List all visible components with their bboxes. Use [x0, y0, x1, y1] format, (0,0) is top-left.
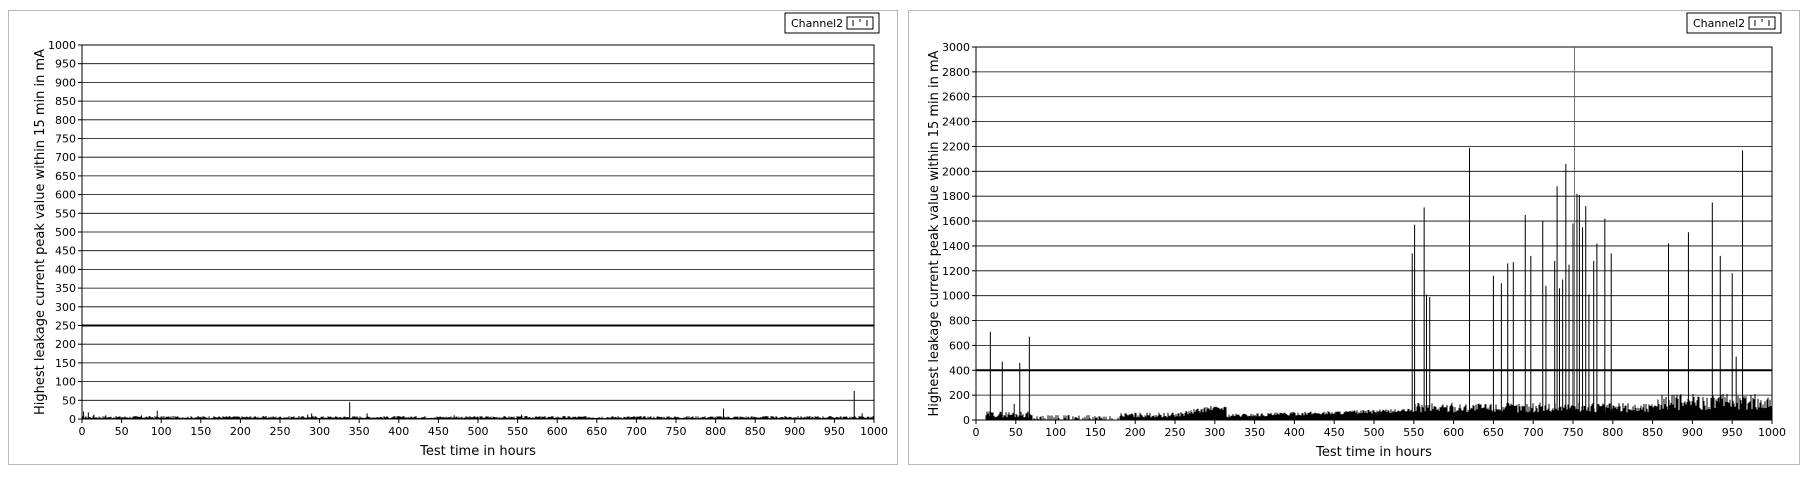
y-axis-title: Highest leakage current peak value withi…	[33, 49, 48, 415]
x-tick-label: 400	[388, 425, 409, 438]
y-tick-label: 400	[55, 263, 76, 276]
y-tick-label: 150	[55, 357, 76, 370]
y-tick-label: 650	[55, 170, 76, 183]
legend: Channel2	[784, 12, 880, 34]
y-tick-label: 2200	[942, 140, 970, 153]
y-axis-title: Highest leakage current peak value withi…	[927, 50, 942, 416]
y-tick-label: 1200	[942, 265, 970, 278]
x-tick-label: 200	[230, 425, 251, 438]
y-tick-label: 200	[949, 389, 970, 402]
y-tick-label: 1400	[942, 240, 970, 253]
y-tick-label: 600	[949, 339, 970, 352]
x-tick-label: 550	[1403, 426, 1424, 439]
y-tick-label: 200	[55, 338, 76, 351]
x-tick-label: 550	[507, 425, 528, 438]
x-tick-label: 0	[79, 425, 86, 438]
x-tick-label: 350	[349, 425, 370, 438]
y-tick-label: 1000	[48, 39, 76, 52]
y-tick-label: 800	[949, 315, 970, 328]
y-tick-label: 750	[55, 133, 76, 146]
x-tick-label: 750	[666, 425, 687, 438]
y-tick-label: 2600	[942, 91, 970, 104]
y-tick-label: 800	[55, 114, 76, 127]
legend-swatch	[1748, 16, 1776, 30]
x-tick-label: 600	[1443, 426, 1464, 439]
x-tick-label: 650	[586, 425, 607, 438]
x-tick-label: 100	[151, 425, 172, 438]
x-tick-label: 200	[1125, 426, 1146, 439]
chart-panel-right: 0 200 400 600 800 1000 1200 1400 1600 1800 2000 220…	[908, 10, 1800, 465]
x-tick-label: 500	[1364, 426, 1385, 439]
x-tick-label: 250	[1165, 426, 1186, 439]
x-tick-label: 250	[270, 425, 291, 438]
y-tick-label: 300	[55, 301, 76, 314]
y-tick-label: 700	[55, 151, 76, 164]
x-tick-label: 700	[1523, 426, 1544, 439]
legend-swatch	[846, 16, 874, 30]
x-tick-label: 800	[705, 425, 726, 438]
x-tick-label: 900	[1682, 426, 1703, 439]
y-tick-label: 2400	[942, 116, 970, 129]
y-tick-label: 50	[62, 394, 76, 407]
leakage-chart-right: 0200400600800100012001400160018002000220…	[927, 12, 1786, 460]
x-tick-label: 50	[1009, 426, 1023, 439]
x-tick-label: 450	[428, 425, 449, 438]
x-tick-label: 600	[547, 425, 568, 438]
chart-panel-left: 0 50 100 150 200 250 300 350 400 450 500 550 600 650 7…	[8, 10, 898, 465]
y-tick-label: 550	[55, 207, 76, 220]
x-tick-label: 50	[115, 425, 129, 438]
y-tick-label: 900	[55, 76, 76, 89]
x-tick-label: 300	[309, 425, 330, 438]
x-tick-label: 450	[1324, 426, 1345, 439]
y-tick-label: 400	[949, 364, 970, 377]
x-tick-label: 850	[745, 425, 766, 438]
x-tick-label: 950	[824, 425, 845, 438]
x-tick-label: 800	[1602, 426, 1623, 439]
x-tick-label: 850	[1642, 426, 1663, 439]
y-tick-label: 1000	[942, 290, 970, 303]
y-tick-label: 250	[55, 320, 76, 333]
y-tick-label: 450	[55, 245, 76, 258]
x-tick-label: 650	[1483, 426, 1504, 439]
legend-entry-label: Channel2	[1693, 17, 1745, 30]
x-tick-label: 900	[784, 425, 805, 438]
x-axis-title: Test time in hours	[1315, 445, 1432, 460]
y-tick-label: 850	[55, 95, 76, 108]
y-tick-label: 350	[55, 282, 76, 295]
y-tick-label: 0	[963, 414, 970, 427]
x-tick-label: 700	[626, 425, 647, 438]
x-tick-label: 300	[1204, 426, 1225, 439]
x-tick-label: 500	[468, 425, 489, 438]
plot-area	[976, 47, 1772, 420]
baseline-noise-path	[985, 394, 1772, 420]
x-tick-label: 0	[973, 426, 980, 439]
y-tick-label: 100	[55, 376, 76, 389]
x-tick-label: 400	[1284, 426, 1305, 439]
x-tick-label: 350	[1244, 426, 1265, 439]
x-tick-label: 1000	[860, 425, 888, 438]
y-tick-label: 0	[69, 413, 76, 426]
leakage-chart-left: 0501001502002503003504004505005506006507…	[33, 12, 888, 459]
y-tick-label: 1800	[942, 190, 970, 203]
x-tick-label: 950	[1722, 426, 1743, 439]
legend-entry-label: Channel2	[791, 17, 843, 30]
baseline-noise	[985, 394, 1772, 420]
y-tick-label: 2800	[942, 66, 970, 79]
y-tick-label: 1600	[942, 215, 970, 228]
x-axis-title: Test time in hours	[419, 444, 536, 459]
legend: Channel2	[1686, 12, 1782, 34]
y-tick-label: 500	[55, 226, 76, 239]
y-tick-label: 3000	[942, 41, 970, 54]
x-tick-label: 750	[1563, 426, 1584, 439]
y-tick-label: 600	[55, 189, 76, 202]
x-tick-label: 1000	[1758, 426, 1786, 439]
x-tick-label: 100	[1045, 426, 1066, 439]
x-tick-label: 150	[1085, 426, 1106, 439]
y-tick-label: 2000	[942, 165, 970, 178]
x-tick-label: 150	[190, 425, 211, 438]
y-tick-label: 950	[55, 58, 76, 71]
